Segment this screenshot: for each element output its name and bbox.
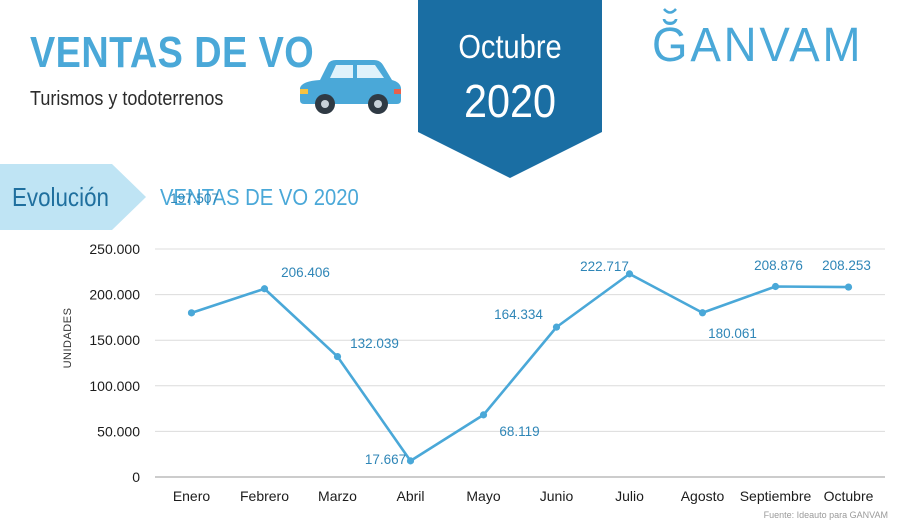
- data-label: 17.667: [365, 452, 406, 467]
- y-tick-label: 50.000: [97, 423, 140, 439]
- logo-accent-mark: [663, 8, 677, 14]
- data-label: 68.119: [499, 424, 539, 439]
- section-tab-background: [0, 164, 146, 230]
- data-point: [844, 283, 853, 291]
- data-label: 222.717: [580, 259, 629, 274]
- data-label: 208.876: [754, 258, 803, 273]
- data-point: [698, 309, 707, 317]
- x-tick-label: Junio: [540, 488, 574, 504]
- x-tick-label: Abril: [396, 488, 424, 504]
- axis-layer: 0 50.000 100.000 150.000 200.000 250.000 Enero…: [89, 241, 873, 504]
- x-tick-label: Julio: [615, 488, 644, 504]
- data-label: 197.507: [170, 191, 219, 206]
- ganvam-logo: ĞANVAM: [652, 19, 864, 72]
- grid-layer: [155, 248, 885, 478]
- section-tab-label: Evolución: [12, 182, 109, 212]
- page-title: VENTAS DE VO: [30, 28, 315, 77]
- y-axis-label: UNIDADES: [62, 308, 74, 369]
- x-tick-label: Agosto: [681, 488, 725, 504]
- data-label: 132.039: [350, 336, 399, 351]
- data-point: [479, 411, 488, 419]
- x-tick-label: Mayo: [466, 488, 500, 504]
- data-point: [771, 282, 780, 291]
- x-tick-label: Octubre: [824, 488, 874, 504]
- page-subtitle: Turismos y todoterrenos: [30, 88, 224, 110]
- data-point: [187, 309, 196, 317]
- y-tick-label: 150.000: [89, 332, 140, 348]
- ribbon-year: 2020: [463, 75, 557, 127]
- point-layer: [187, 270, 853, 465]
- data-point: [625, 270, 634, 278]
- x-tick-label: Enero: [173, 488, 211, 504]
- x-tick-label: Septiembre: [740, 488, 812, 504]
- chart-title: VENTAS DE VO 2020: [160, 184, 359, 210]
- ribbon-month: Octubre: [458, 28, 562, 65]
- source-note: Fuente: Ideauto para GANVAM: [763, 510, 888, 520]
- data-point: [260, 285, 269, 293]
- series-line: [191, 272, 849, 463]
- y-tick-label: 100.000: [89, 378, 140, 394]
- y-tick-label: 200.000: [89, 287, 140, 303]
- x-tick-label: Marzo: [318, 488, 357, 504]
- car-icon: [300, 60, 401, 114]
- label-layer: 197.507 206.406 132.039 17.667 68.119 164.334…: [170, 191, 871, 467]
- data-label: 208.253: [822, 258, 871, 273]
- data-point: [333, 352, 342, 361]
- data-point: [406, 457, 415, 465]
- date-ribbon: [418, 0, 602, 178]
- line-layer: [191, 272, 849, 463]
- data-point: [552, 323, 561, 331]
- y-tick-label: 250.000: [89, 241, 140, 257]
- x-tick-label: Febrero: [240, 488, 289, 504]
- data-label: 164.334: [494, 307, 543, 322]
- data-label: 180.061: [708, 326, 757, 341]
- data-label: 206.406: [281, 265, 330, 280]
- y-tick-label: 0: [132, 469, 140, 485]
